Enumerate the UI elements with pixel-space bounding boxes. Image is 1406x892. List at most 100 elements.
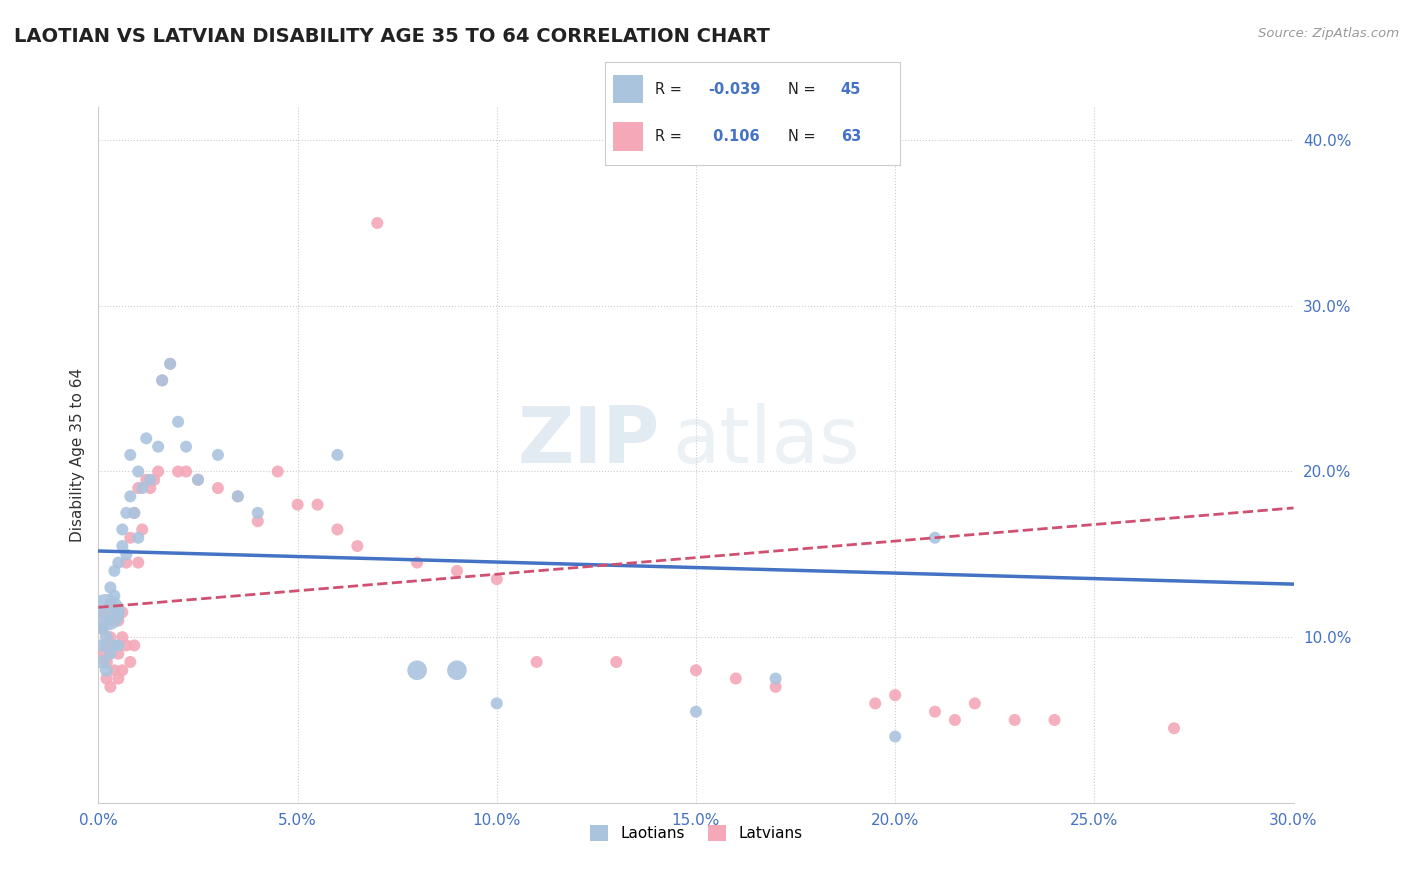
Point <box>924 705 946 719</box>
Point <box>865 697 887 711</box>
Point <box>226 489 249 503</box>
Point <box>246 506 269 520</box>
Point <box>139 481 162 495</box>
Point <box>96 614 118 628</box>
Point <box>724 672 747 686</box>
Point <box>107 672 129 686</box>
Text: N =: N = <box>787 128 815 144</box>
Point <box>326 448 349 462</box>
Text: N =: N = <box>787 81 815 96</box>
Point <box>131 523 153 537</box>
Point <box>139 473 162 487</box>
Point <box>207 448 229 462</box>
Point <box>111 539 134 553</box>
Point <box>91 605 114 619</box>
Point <box>98 597 122 611</box>
Point <box>107 647 129 661</box>
Point <box>135 431 157 445</box>
Text: atlas: atlas <box>672 403 859 479</box>
Text: 63: 63 <box>841 128 860 144</box>
Point <box>159 357 181 371</box>
Point <box>924 531 946 545</box>
Point <box>115 506 138 520</box>
Point <box>150 373 173 387</box>
Point <box>107 605 129 619</box>
Point <box>98 597 122 611</box>
Point <box>98 614 122 628</box>
Bar <box>613 122 643 151</box>
Point <box>605 655 627 669</box>
Point <box>127 556 149 570</box>
Point <box>187 473 209 487</box>
Point <box>287 498 309 512</box>
Point <box>111 523 134 537</box>
Point <box>346 539 368 553</box>
Point <box>120 531 142 545</box>
Point <box>98 647 122 661</box>
Text: ZIP: ZIP <box>517 403 661 479</box>
Point <box>446 663 468 677</box>
Point <box>685 663 707 677</box>
Point <box>307 498 329 512</box>
Point <box>406 556 429 570</box>
Text: Source: ZipAtlas.com: Source: ZipAtlas.com <box>1258 27 1399 40</box>
Point <box>103 564 125 578</box>
Point <box>267 465 290 479</box>
Point <box>111 605 134 619</box>
Point <box>115 547 138 561</box>
Point <box>111 630 134 644</box>
Point <box>98 581 122 595</box>
Point <box>96 630 118 644</box>
Point <box>485 572 508 586</box>
Point <box>98 630 122 644</box>
Point <box>943 713 966 727</box>
Point <box>226 489 249 503</box>
Point <box>98 680 122 694</box>
Point <box>103 639 125 653</box>
Point <box>96 663 118 677</box>
Text: R =: R = <box>655 128 682 144</box>
Legend: Laotians, Latvians: Laotians, Latvians <box>583 819 808 847</box>
Point <box>111 663 134 677</box>
Point <box>124 639 146 653</box>
Point <box>91 639 114 653</box>
Point <box>187 473 209 487</box>
Point <box>963 697 986 711</box>
Point <box>765 672 787 686</box>
Point <box>1004 713 1026 727</box>
Point <box>148 465 170 479</box>
Point <box>120 489 142 503</box>
Text: R =: R = <box>655 81 682 96</box>
Point <box>115 556 138 570</box>
Point <box>91 655 114 669</box>
Point <box>127 465 149 479</box>
Point <box>124 506 146 520</box>
Point <box>685 705 707 719</box>
Point <box>96 672 118 686</box>
Text: 45: 45 <box>841 81 860 96</box>
Point <box>366 216 388 230</box>
Text: -0.039: -0.039 <box>709 81 761 96</box>
Point <box>127 481 149 495</box>
Bar <box>613 75 643 103</box>
Point <box>174 465 197 479</box>
Point <box>207 481 229 495</box>
Point <box>148 440 170 454</box>
Point <box>120 655 142 669</box>
Point <box>107 556 129 570</box>
Point <box>167 465 190 479</box>
Point <box>91 622 114 636</box>
Point <box>150 373 173 387</box>
Point <box>103 605 125 619</box>
Point <box>485 697 508 711</box>
Point <box>131 481 153 495</box>
Point <box>103 663 125 677</box>
Point <box>326 523 349 537</box>
Point <box>143 473 166 487</box>
Y-axis label: Disability Age 35 to 64: Disability Age 35 to 64 <box>69 368 84 542</box>
Point <box>526 655 548 669</box>
Point <box>91 647 114 661</box>
Point <box>98 647 122 661</box>
Point <box>406 663 429 677</box>
Point <box>1163 721 1185 735</box>
